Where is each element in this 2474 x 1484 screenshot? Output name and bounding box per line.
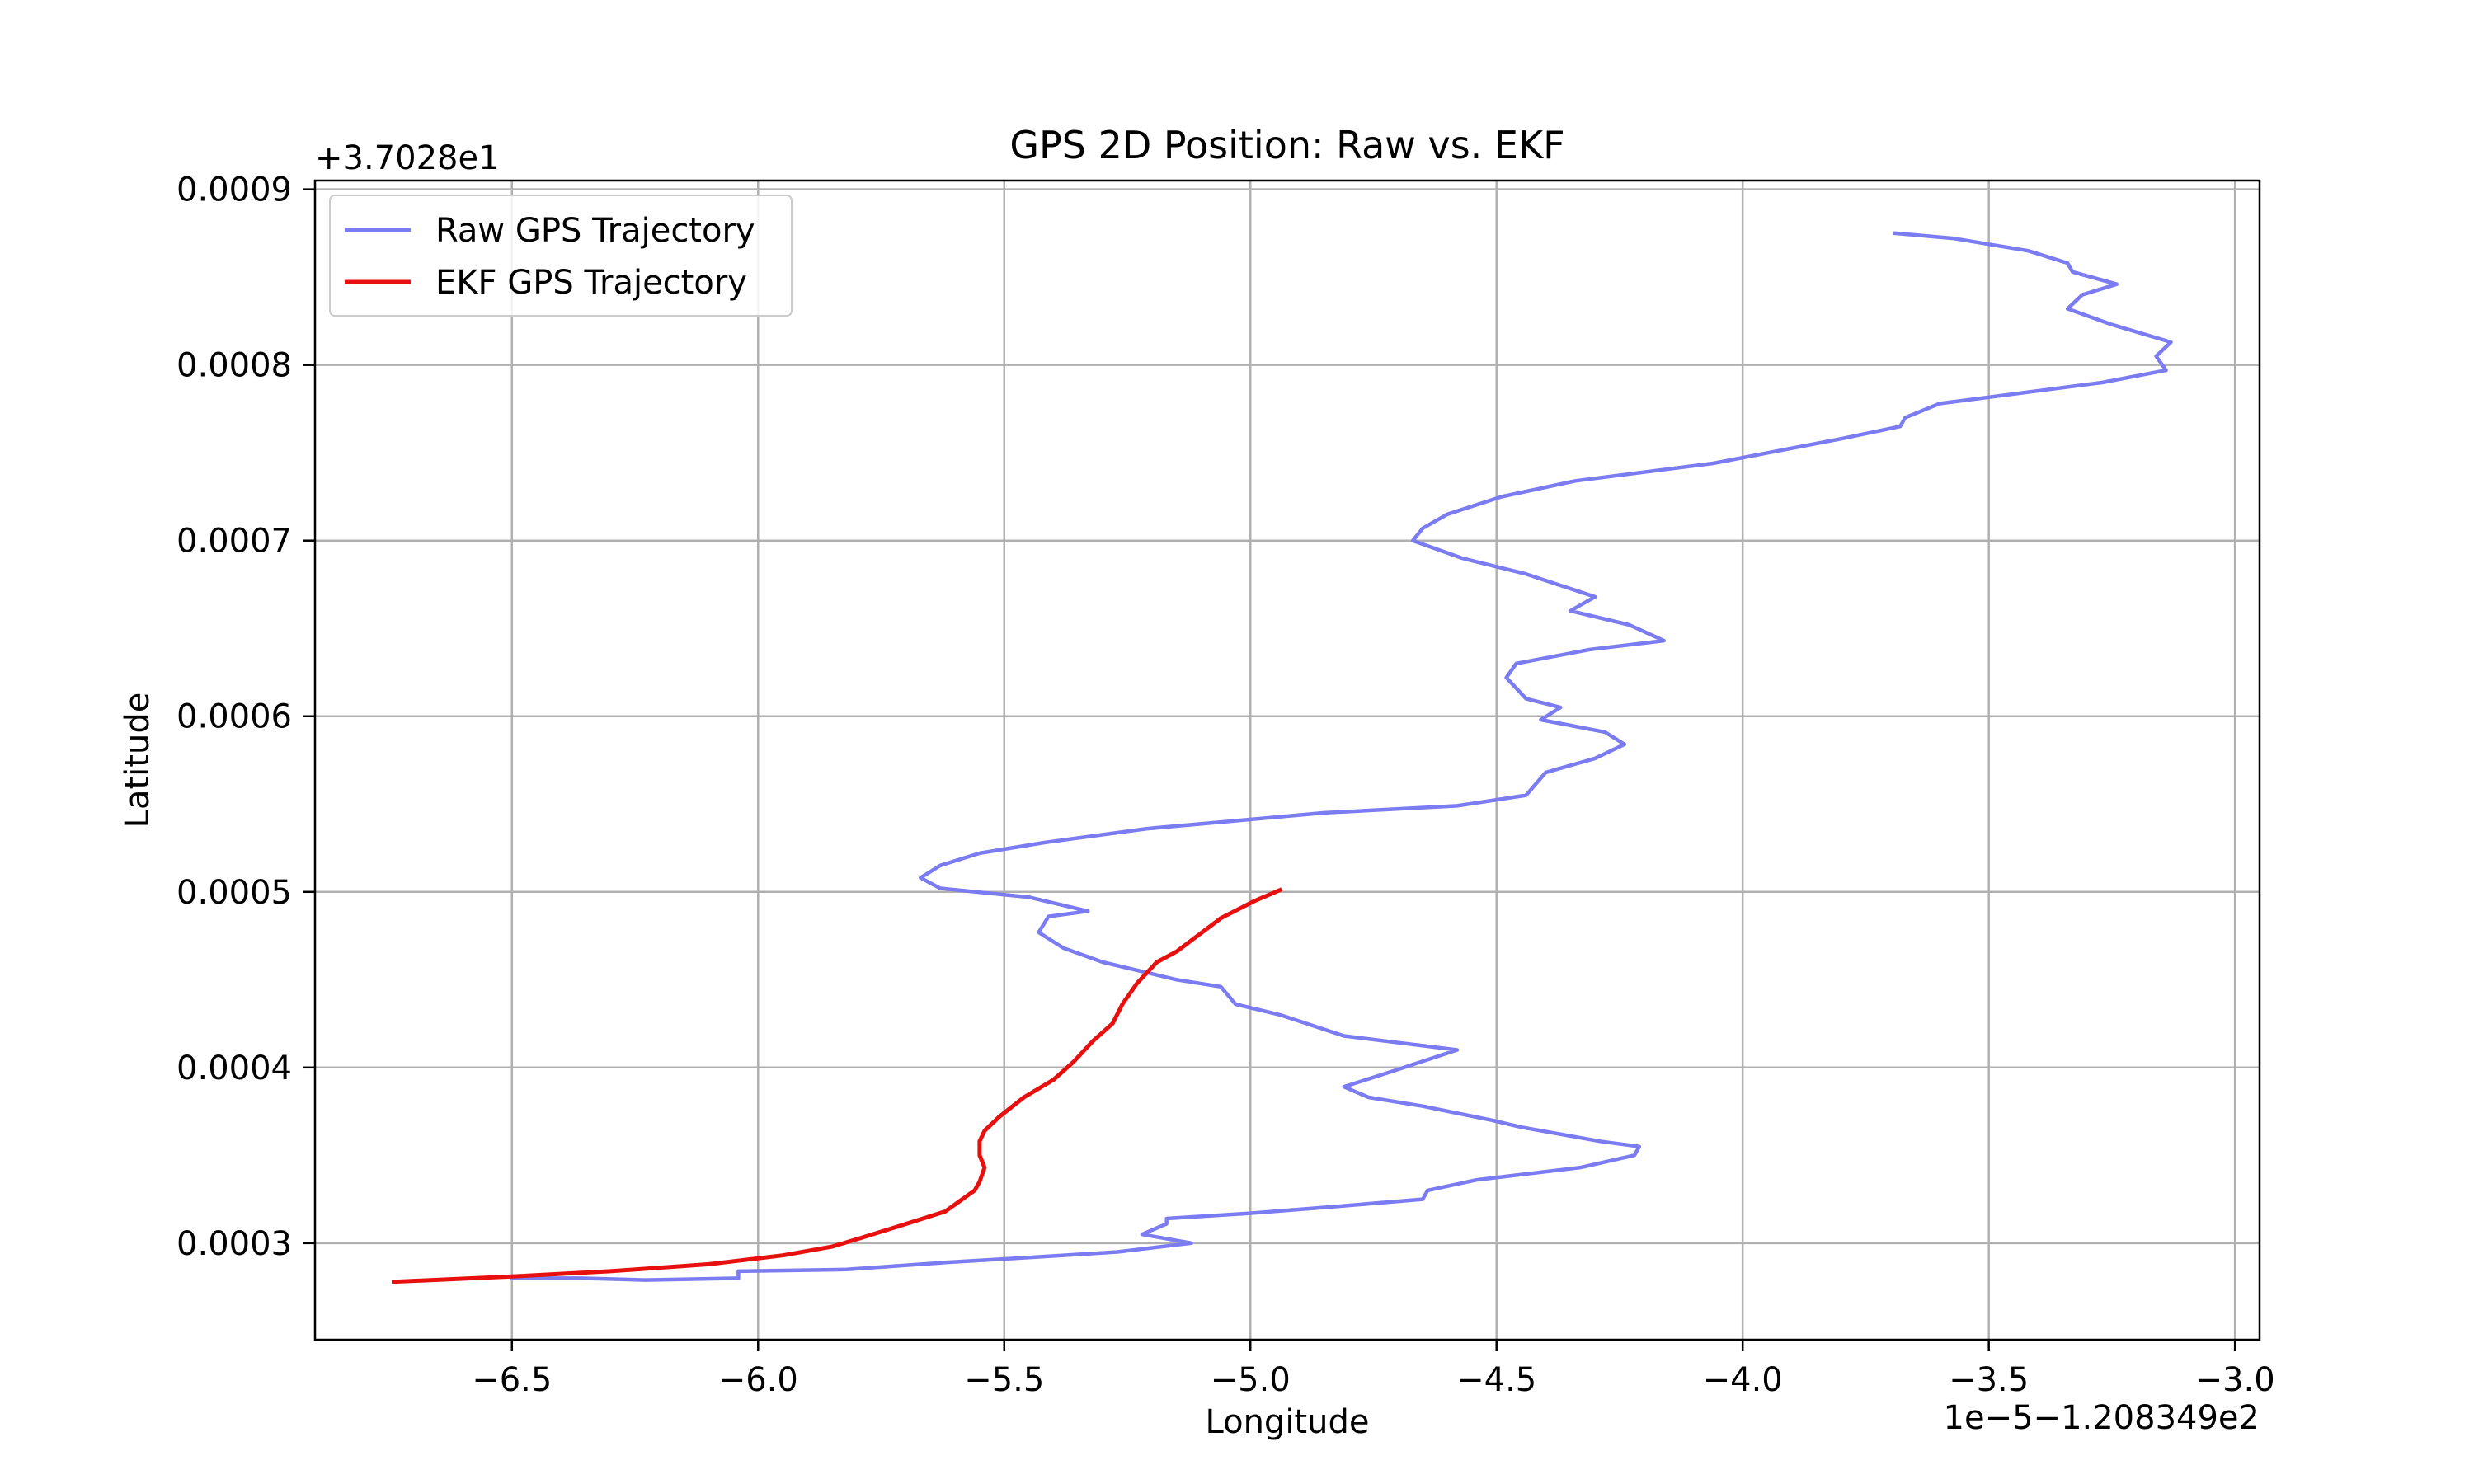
legend-label-ekf: EKF GPS Trajectory xyxy=(435,264,747,302)
y-tick-label: 0.0004 xyxy=(176,1050,292,1087)
series-group xyxy=(391,231,2173,1284)
x-tick-label: −6.0 xyxy=(718,1361,798,1399)
axes-frame xyxy=(313,179,2261,1341)
y-axis-offset-label: +3.7028e1 xyxy=(315,139,500,177)
x-axis-label: Longitude xyxy=(1206,1403,1370,1441)
y-tick-label: 0.0008 xyxy=(176,347,292,385)
x-tick-label: −5.0 xyxy=(1211,1361,1291,1399)
y-tick-label: 0.0007 xyxy=(176,523,292,561)
x-axis-offset-label: 1e−5−1.208349e2 xyxy=(1944,1399,2260,1437)
legend-label-raw: Raw GPS Trajectory xyxy=(435,212,755,250)
y-tick-label: 0.0005 xyxy=(176,874,292,912)
x-tick-label: −6.5 xyxy=(472,1361,552,1399)
ticks: −6.5 −6.0 −5.5 −5.0 −4.5 −4.0 −3.5 −3.0 0.0003 0.… xyxy=(176,171,2275,1399)
raw-gps-line xyxy=(510,231,2173,1282)
ekf-gps-line xyxy=(391,887,1283,1284)
legend-box xyxy=(329,195,793,317)
chart-title: GPS 2D Position: Raw vs. EKF xyxy=(1009,123,1564,167)
x-tick-label: −3.5 xyxy=(1949,1361,2029,1399)
x-tick-label: −3.0 xyxy=(2195,1361,2275,1399)
grid-lines xyxy=(315,181,2260,1340)
x-tick-label: −4.5 xyxy=(1456,1361,1536,1399)
plot-area xyxy=(391,231,2173,1284)
y-tick-label: 0.0006 xyxy=(176,698,292,736)
y-tick-label: 0.0009 xyxy=(176,171,292,209)
y-axis-label: Latitude xyxy=(119,693,157,829)
legend: Raw GPS Trajectory EKF GPS Trajectory xyxy=(329,195,793,317)
x-tick-label: −4.0 xyxy=(1703,1361,1783,1399)
x-tick-label: −5.5 xyxy=(964,1361,1044,1399)
y-tick-label: 0.0003 xyxy=(176,1225,292,1263)
